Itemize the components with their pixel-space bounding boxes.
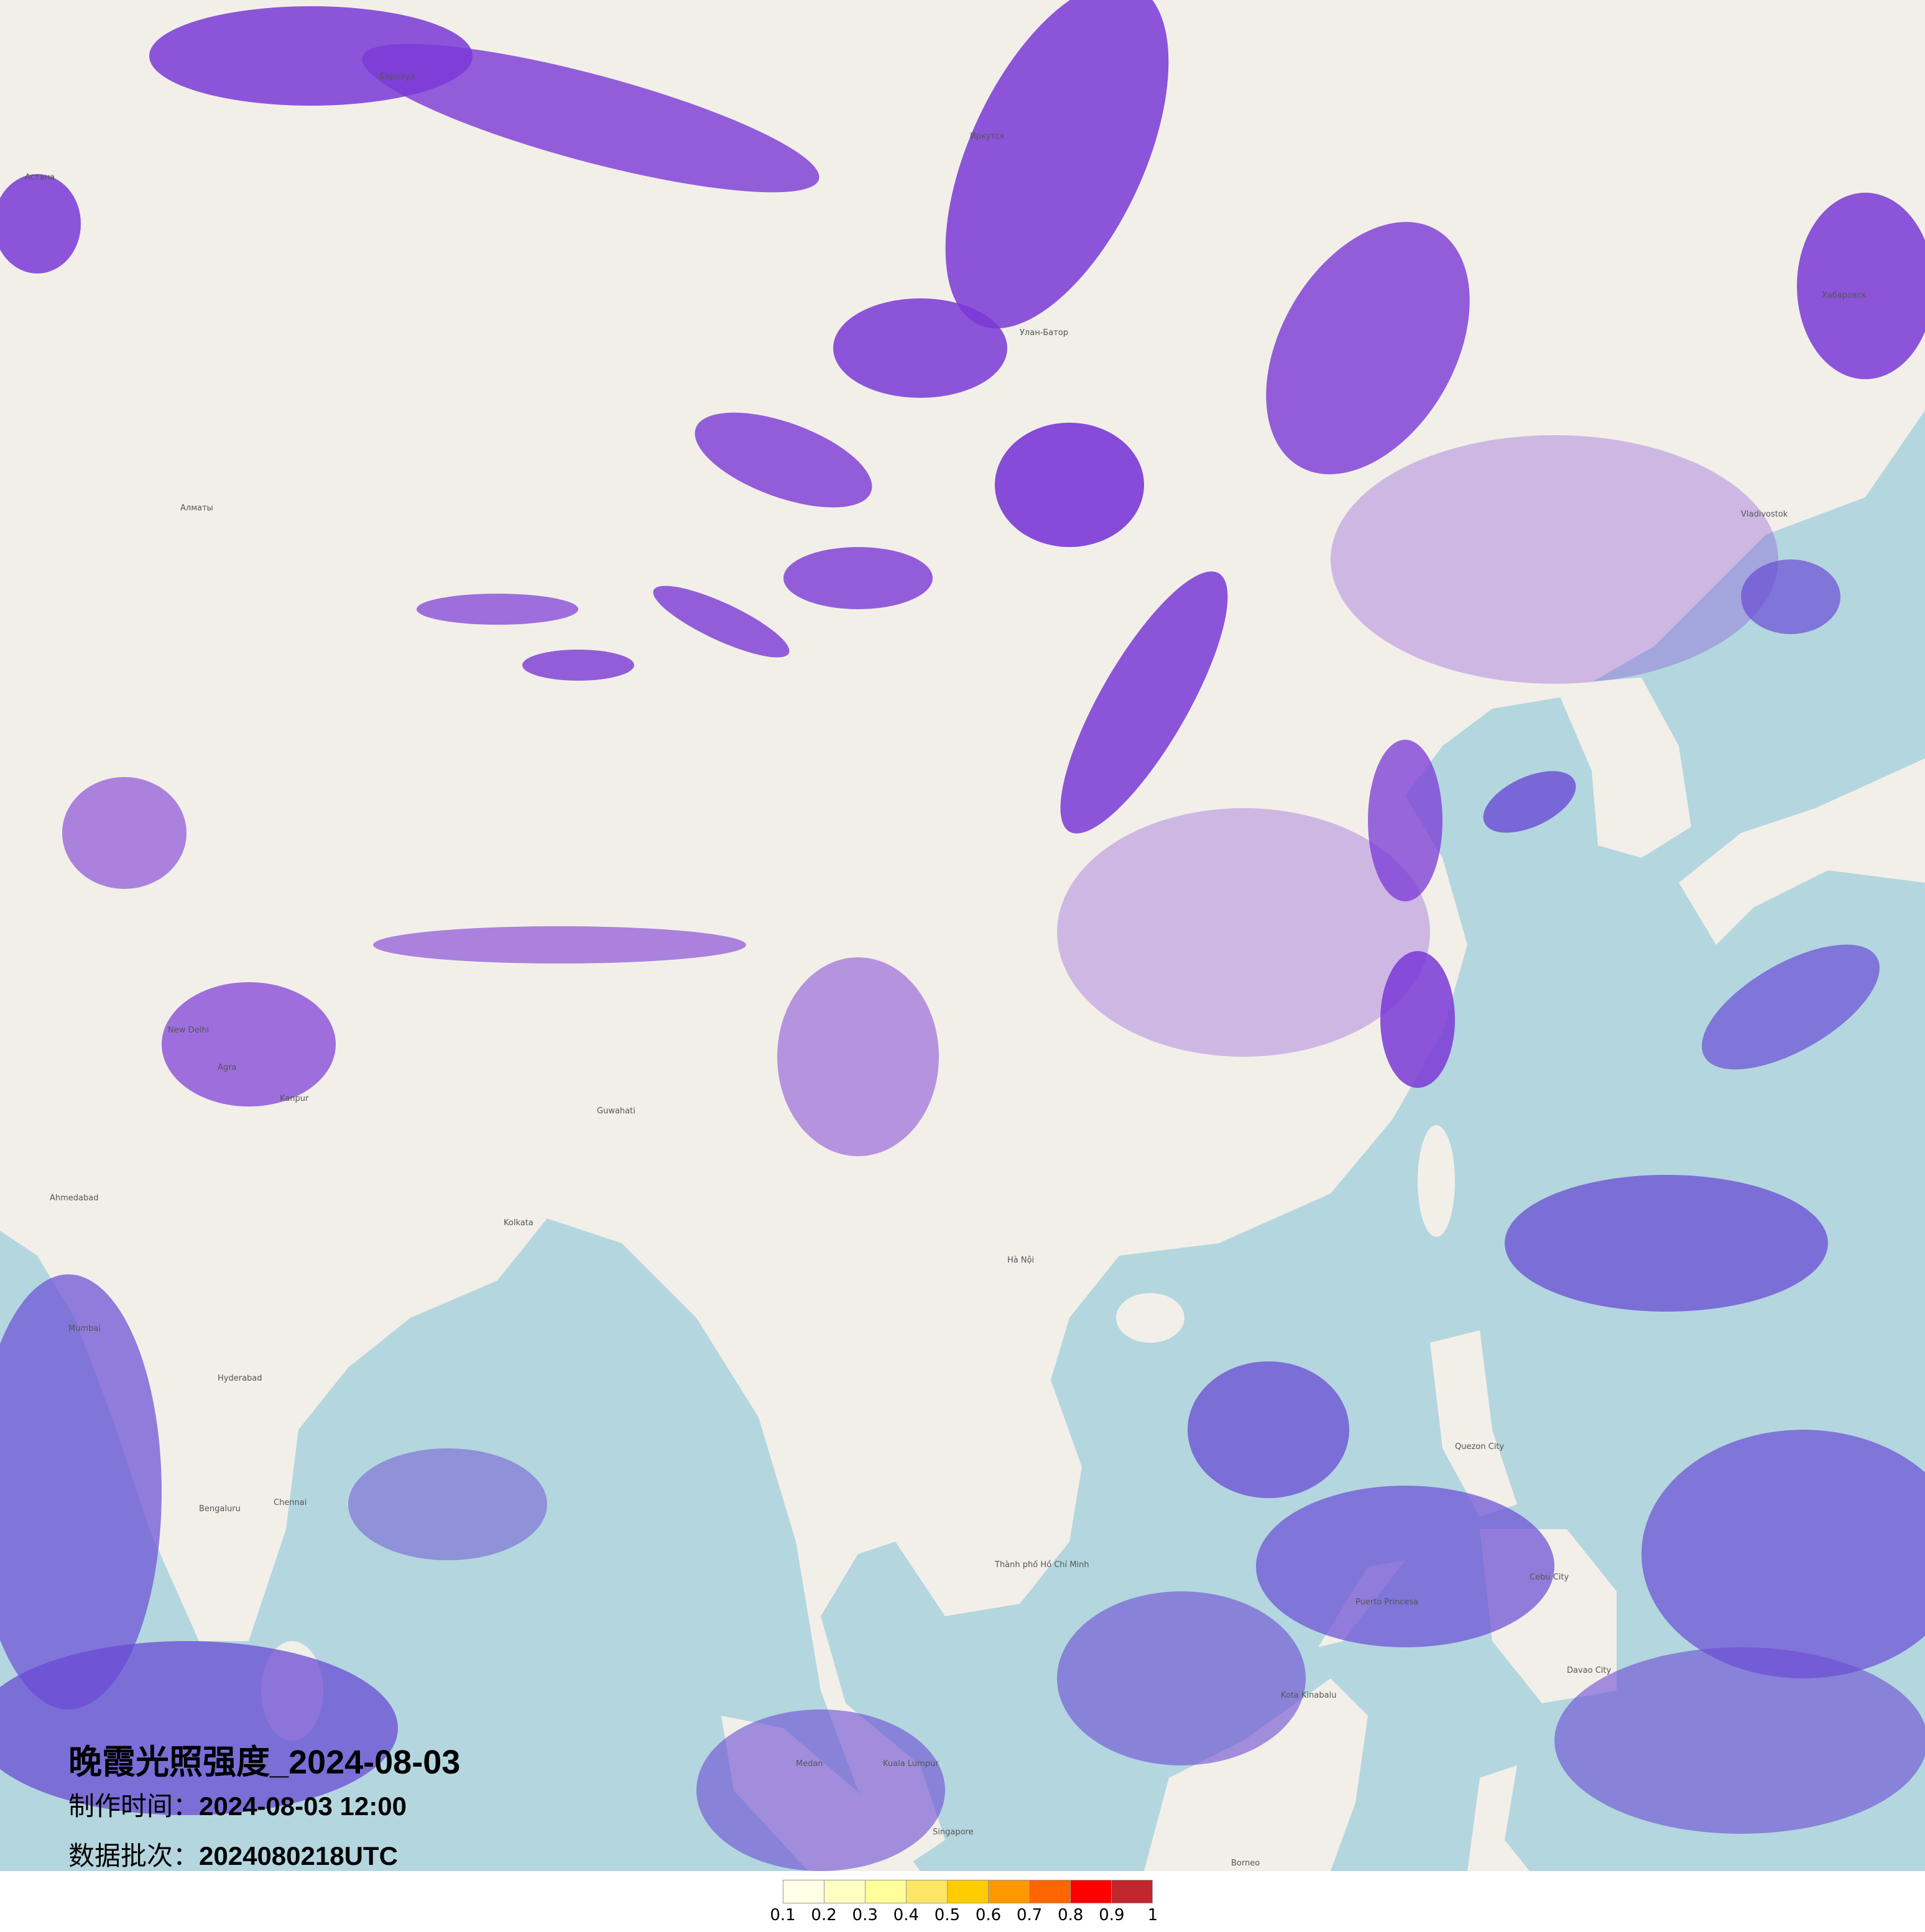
data-batch: 数据批次：2024080218UTC: [68, 1835, 398, 1873]
data-batch-value: 2024080218UTC: [199, 1841, 398, 1870]
production-time: 制作时间：2024-08-03 12:00: [68, 1785, 407, 1823]
color-legend: [783, 1880, 1153, 1903]
legend-tick-label: 1: [1147, 1906, 1158, 1925]
place-label: Kuala Lumpur: [883, 1759, 939, 1769]
hainan: [1116, 1293, 1184, 1343]
place-label: Medan: [796, 1759, 823, 1769]
map-canvas[interactable]: [0, 0, 1925, 1871]
place-label: Алматы: [180, 504, 213, 513]
map-title: 晚霞光照强度_2024-08-03: [68, 1744, 461, 1781]
place-label: Mumbai: [68, 1324, 101, 1333]
legend-tick-label: 0.7: [1016, 1906, 1043, 1925]
data-batch-label: 数据批次：: [68, 1841, 200, 1870]
place-label: Хабаровск: [1822, 291, 1867, 300]
mainland: [0, 0, 1925, 1865]
legend-swatch: [989, 1880, 1030, 1903]
legend-swatch: [907, 1880, 948, 1903]
legend-swatch: [866, 1880, 907, 1903]
place-label: Kota Kinabalu: [1281, 1691, 1337, 1700]
place-label: Kolkata: [504, 1218, 533, 1228]
legend-tick-label: 0.8: [1058, 1906, 1084, 1925]
place-label: Singapore: [933, 1828, 974, 1837]
legend-swatch: [1112, 1880, 1152, 1903]
legend-swatch: [783, 1880, 824, 1903]
place-label: Davao City: [1567, 1666, 1612, 1675]
legend-tick-label: 0.5: [934, 1906, 961, 1925]
taiwan: [1418, 1125, 1455, 1237]
place-label: Puerto Princesa: [1355, 1598, 1419, 1607]
japan: [1679, 758, 1925, 945]
legend-swatch: [1071, 1880, 1112, 1903]
production-time-label: 制作时间：: [68, 1792, 200, 1821]
legend-swatch: [1030, 1880, 1071, 1903]
legend-labels: 0.1 0.2 0.3 0.4 0.5 0.6 0.7 0.8 0.9 1: [770, 1906, 1158, 1928]
legend-tick-label: 0.4: [893, 1906, 920, 1925]
legend-tick-label: 0.1: [770, 1906, 796, 1925]
place-label: Cebu City: [1530, 1573, 1569, 1582]
legend-swatch: [824, 1880, 866, 1903]
legend-tick-label: 0.2: [811, 1906, 837, 1925]
place-label: Улан-Батор: [1020, 328, 1069, 338]
sulawesi: [1467, 1765, 1530, 1871]
sea-overlay: [0, 559, 1925, 1871]
place-label: Hà Nội: [1007, 1256, 1035, 1265]
place-label: Thành phố Hồ Chí Minh: [995, 1560, 1089, 1570]
place-label: Ahmedabad: [50, 1194, 99, 1203]
place-label: Барнаул: [379, 72, 415, 81]
place-label: Borneo: [1231, 1859, 1260, 1868]
luzon: [1430, 1330, 1517, 1517]
place-label: Астана: [25, 173, 55, 182]
place-label: Vladivostok: [1741, 510, 1788, 519]
legend-tick-label: 0.6: [975, 1906, 1002, 1925]
place-label: New Delhi: [168, 1026, 209, 1035]
sunset-intensity-overlay: [0, 0, 1925, 1156]
place-label: Bengaluru: [199, 1504, 241, 1514]
production-time-value: 2024-08-03 12:00: [199, 1792, 407, 1821]
korea: [1554, 678, 1691, 858]
place-label: Guwahati: [597, 1106, 635, 1116]
legend-swatch: [948, 1880, 989, 1903]
legend-tick-label: 0.9: [1099, 1906, 1125, 1925]
legend-tick-label: 0.3: [852, 1906, 878, 1925]
place-label: Kanpur: [280, 1094, 309, 1103]
place-label: Quezon City: [1455, 1442, 1505, 1451]
borneo: [1144, 1678, 1368, 1871]
place-label: Agra: [218, 1063, 237, 1072]
place-label: Иркутск: [970, 132, 1005, 141]
place-label: Chennai: [274, 1498, 307, 1507]
place-label: Hyderabad: [218, 1374, 262, 1383]
